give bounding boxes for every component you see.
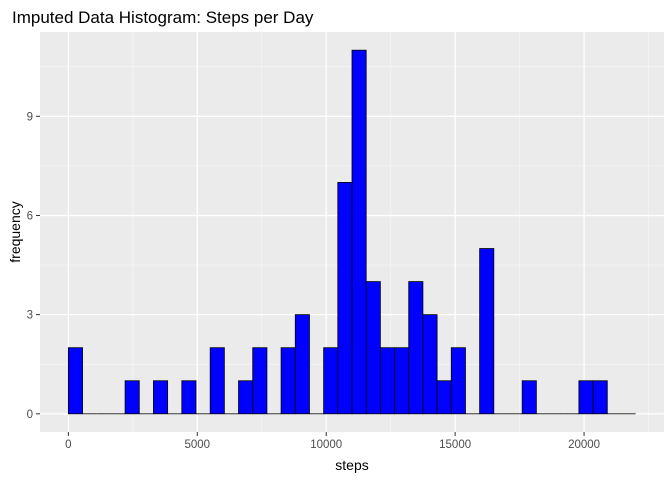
- histogram-bar: [394, 347, 410, 415]
- y-axis: 0 3 6 9: [27, 111, 40, 421]
- histogram-bar: [521, 380, 537, 415]
- histogram-bar: [67, 347, 83, 415]
- x-tick-label: 20000: [568, 439, 600, 451]
- histogram-bar: [337, 182, 353, 415]
- y-tick-label: 9: [27, 111, 33, 123]
- x-axis-title: steps: [335, 457, 368, 473]
- x-tick-label: 10000: [310, 439, 342, 451]
- histogram-bar: [351, 49, 367, 415]
- y-tick-label: 0: [27, 409, 33, 421]
- histogram-bar: [479, 248, 495, 415]
- histogram-bar: [294, 314, 310, 415]
- chart-title: Imputed Data Histogram: Steps per Day: [12, 8, 314, 27]
- histogram-bar: [238, 380, 254, 415]
- histogram-bar: [365, 281, 381, 415]
- histogram-bar: [252, 347, 268, 415]
- histogram-bar: [379, 347, 395, 415]
- histogram-bars: [67, 49, 636, 415]
- histogram-bar: [323, 347, 339, 415]
- histogram-bar: [153, 380, 169, 415]
- y-tick-label: 6: [27, 210, 33, 222]
- histogram-bar: [450, 347, 466, 415]
- histogram-bar: [181, 380, 197, 415]
- histogram-bar: [124, 380, 140, 415]
- x-tick-label: 0: [65, 439, 71, 451]
- histogram-bar: [422, 314, 438, 415]
- histogram-bar: [592, 380, 608, 415]
- histogram-bar: [578, 380, 594, 415]
- histogram-bar: [280, 347, 296, 415]
- histogram-bar: [436, 380, 452, 415]
- x-tick-label: 5000: [184, 439, 210, 451]
- y-tick-label: 3: [27, 310, 33, 322]
- x-axis: 0 5000 10000 15000 20000: [65, 432, 600, 451]
- x-tick-label: 15000: [439, 439, 471, 451]
- histogram-bar: [209, 347, 225, 415]
- y-axis-title: frequency: [7, 201, 23, 262]
- histogram-bar: [408, 281, 424, 415]
